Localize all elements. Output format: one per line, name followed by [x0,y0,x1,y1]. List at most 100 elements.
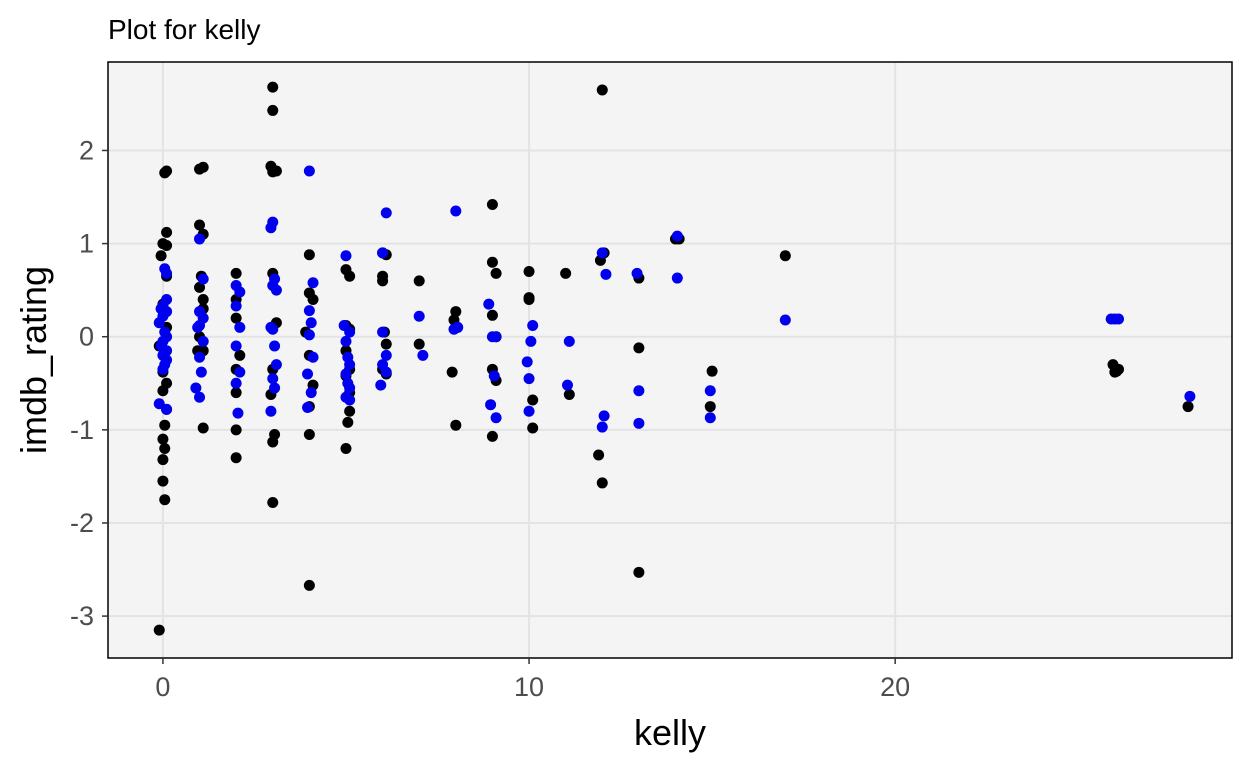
point-blue [195,366,207,378]
point-black [267,496,279,508]
point-blue [234,366,246,378]
point-black [413,338,425,350]
point-black [155,250,167,262]
point-blue [161,403,173,415]
point-blue [523,373,535,385]
point-blue [194,391,206,403]
point-black [779,250,791,262]
point-blue [380,366,392,378]
point-black [194,219,206,231]
point-blue [413,310,425,322]
point-blue [340,335,352,347]
point-blue [1184,390,1196,402]
point-blue [485,399,497,411]
point-black [230,312,242,324]
point-blue [232,407,244,419]
point-blue [527,320,539,332]
point-blue [521,356,533,368]
point-blue [269,340,281,352]
point-black [563,388,575,400]
y-tick-label: -2 [70,508,94,538]
point-blue [265,405,277,417]
y-tick-label: 0 [79,322,94,352]
point-black [596,84,608,96]
point-blue [377,326,389,338]
point-blue [153,317,165,329]
point-black [340,442,352,454]
point-blue [1113,313,1125,325]
point-blue [302,368,314,380]
point-black [303,249,315,261]
point-blue [307,277,319,289]
point-blue [234,321,246,333]
point-black [527,422,539,434]
point-black [380,338,392,350]
point-black [267,436,279,448]
point-blue [157,363,169,375]
point-black [157,385,169,397]
point-blue [344,359,356,371]
point-blue [380,207,392,219]
x-tick-label: 0 [155,672,170,702]
y-tick-label: 1 [79,229,94,259]
point-blue [192,321,204,333]
point-black [706,365,718,377]
point-black [230,424,242,436]
point-black [267,81,279,93]
point-blue [230,377,242,389]
point-black [523,266,535,278]
point-black [159,419,171,431]
point-black [270,165,282,177]
point-blue [375,379,387,391]
x-axis-label: kelly [634,712,706,753]
point-blue [377,247,389,259]
point-blue [563,335,575,347]
point-blue [302,401,314,413]
point-black [633,342,645,354]
point-blue [596,421,608,433]
point-blue [194,351,206,363]
plot-border [107,61,1233,659]
point-black [194,281,206,293]
point-blue [303,165,315,177]
point-blue [344,326,356,338]
point-blue [600,268,612,280]
point-black [161,226,173,238]
point-blue [448,323,460,335]
point-blue [450,205,462,217]
point-blue [305,317,317,329]
point-blue [265,222,277,234]
point-black [159,167,171,179]
point-black [157,475,169,487]
point-black [523,293,535,305]
point-blue [267,323,279,335]
point-blue [161,267,173,279]
point-blue [197,335,209,347]
point-blue [344,394,356,406]
x-axis-ticks: 0 10 20 [155,658,910,702]
point-blue [340,250,352,262]
point-black [303,579,315,591]
point-black [527,394,539,406]
point-black [344,405,356,417]
point-black [159,442,171,454]
point-black [197,422,209,434]
point-black [159,494,171,506]
point-black [486,256,498,268]
point-blue [704,385,716,397]
point-blue [671,230,683,242]
point-black [413,275,425,287]
chart-title: Plot for kelly [108,14,261,45]
point-black [303,429,315,440]
point-black [596,477,608,489]
point-black [1182,401,1194,413]
point-black [633,566,645,578]
point-blue [483,298,495,310]
point-blue [633,417,645,429]
point-black [450,306,462,318]
point-blue [344,382,356,394]
point-blue [631,267,643,279]
point-blue [197,273,209,285]
point-blue [779,314,791,326]
